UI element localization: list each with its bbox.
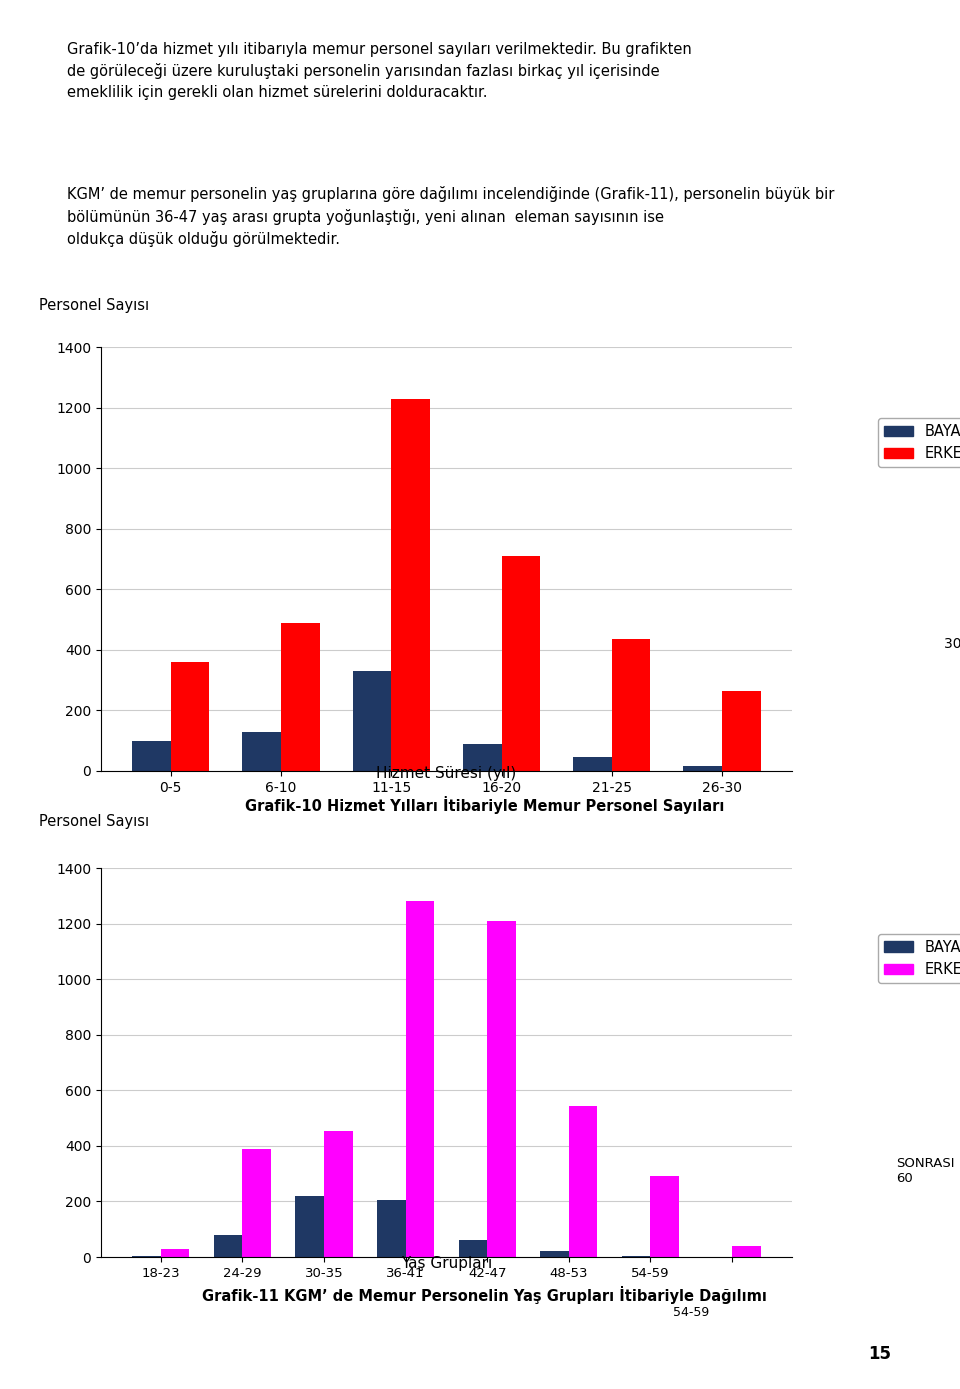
Text: Hizmet Süresi (yıl): Hizmet Süresi (yıl)	[376, 767, 516, 781]
Text: 15: 15	[868, 1346, 891, 1363]
Text: KGM’ de memur personelin yaş gruplarına göre dağılımı incelendiğinde (Grafik-11): KGM’ de memur personelin yaş gruplarına …	[67, 186, 834, 247]
Text: Grafik-11 KGM’ de Memur Personelin Yaş Grupları İtibariyle Dağılımı: Grafik-11 KGM’ de Memur Personelin Yaş G…	[203, 1286, 767, 1304]
Bar	[540, 1251, 569, 1257]
Bar	[242, 1149, 271, 1257]
Bar	[722, 690, 760, 771]
Bar	[377, 1200, 405, 1257]
Bar	[684, 767, 722, 771]
Bar	[501, 556, 540, 771]
Text: Personel Sayısı: Personel Sayısı	[38, 299, 149, 314]
Text: Grafik-10’da hizmet yılı itibarıyla memur personel sayıları verilmektedir. Bu gr: Grafik-10’da hizmet yılı itibarıyla memu…	[67, 42, 692, 100]
Bar	[171, 663, 209, 771]
Bar	[132, 1256, 160, 1257]
Bar	[132, 740, 171, 771]
Bar	[392, 399, 430, 771]
Bar	[243, 732, 281, 771]
Bar	[569, 1106, 597, 1257]
Bar	[488, 921, 516, 1257]
Text: SONRASI
60: SONRASI 60	[896, 1157, 954, 1185]
Text: Yaş Grupları: Yaş Grupları	[400, 1257, 492, 1271]
Text: 54-59: 54-59	[673, 1306, 709, 1318]
Bar	[463, 743, 501, 771]
Text: Grafik-10 Hizmet Yılları İtibariyle Memur Personel Sayıları: Grafik-10 Hizmet Yılları İtibariyle Memu…	[245, 796, 725, 814]
Bar	[612, 639, 650, 771]
Legend: BAYAN, ERKEK: BAYAN, ERKEK	[878, 418, 960, 467]
Bar	[281, 622, 320, 771]
Bar	[732, 1246, 760, 1257]
Bar	[324, 1131, 352, 1257]
Bar	[459, 1240, 488, 1257]
Bar	[651, 1176, 679, 1257]
Bar	[296, 1196, 324, 1257]
Bar	[160, 1249, 189, 1257]
Text: Personel Sayısı: Personel Sayısı	[38, 814, 149, 829]
Bar	[352, 671, 392, 771]
Bar	[573, 757, 612, 771]
Legend: BAYAN, ERKEK: BAYAN, ERKEK	[878, 933, 960, 982]
Bar	[405, 901, 434, 1257]
Bar	[622, 1256, 651, 1257]
Bar	[214, 1235, 242, 1257]
Text: 30 Sonrası: 30 Sonrası	[944, 636, 960, 651]
